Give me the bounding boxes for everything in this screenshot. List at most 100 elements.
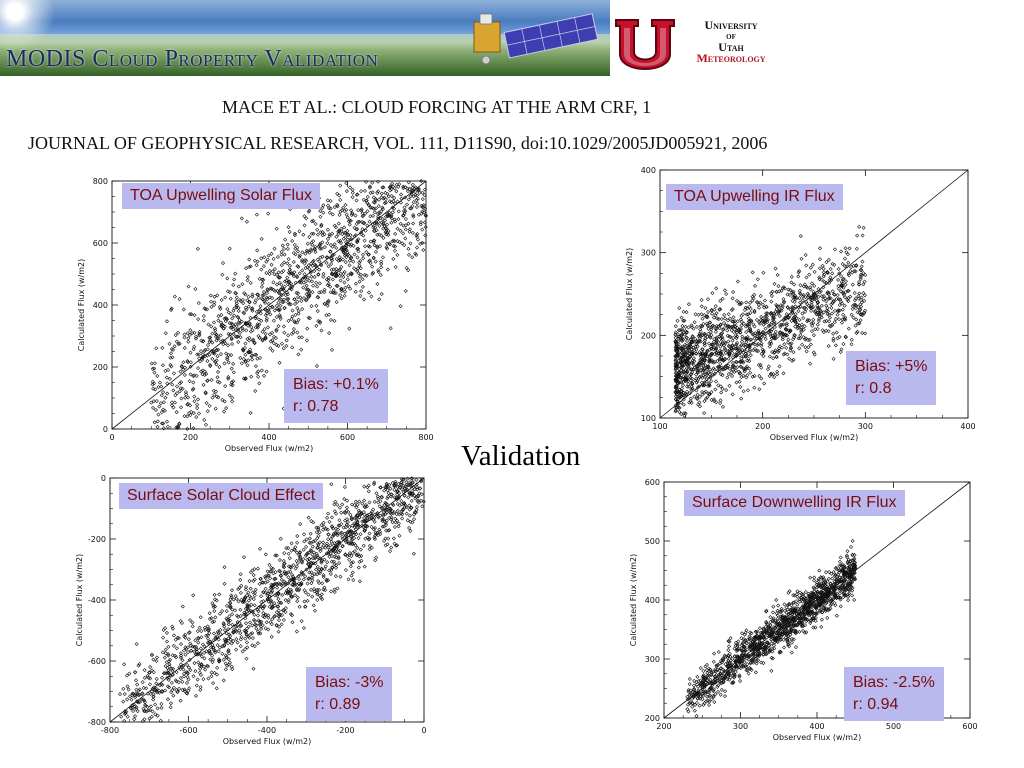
scatter-point — [842, 256, 848, 261]
scatter-point — [177, 297, 182, 302]
scatter-point — [304, 248, 309, 253]
scatter-point — [826, 257, 831, 262]
scatter-point — [307, 540, 312, 545]
scatter-point — [217, 380, 222, 385]
scatter-point — [393, 479, 398, 484]
scatter-point — [709, 390, 714, 395]
scatter-point — [213, 406, 218, 411]
scatter-point — [151, 697, 156, 702]
scatter-point — [378, 273, 383, 278]
scatter-point — [261, 264, 266, 269]
scatter-point — [739, 339, 744, 344]
scatter-point — [827, 570, 832, 575]
scatter-point — [749, 667, 754, 672]
scatter-point — [212, 302, 217, 307]
scatter-point — [781, 371, 786, 376]
scatter-point — [181, 360, 186, 365]
scatter-point — [734, 330, 739, 335]
scatter-point — [760, 302, 765, 307]
scatter-point — [387, 549, 393, 554]
scatter-point — [763, 314, 768, 319]
scatter-point — [227, 618, 232, 623]
scatter-point — [165, 697, 170, 702]
scatter-point — [679, 368, 684, 373]
scatter-point — [367, 258, 372, 263]
scatter-point — [327, 519, 332, 524]
scatter-point — [125, 714, 130, 719]
scatter-point — [220, 397, 225, 402]
scatter-point — [174, 391, 179, 396]
scatter-point — [279, 622, 284, 627]
scatter-point — [150, 382, 155, 387]
scatter-point — [256, 317, 261, 322]
scatter-point — [329, 539, 334, 544]
scatter-point — [838, 289, 844, 294]
scatter-point — [244, 621, 249, 626]
scatter-point — [824, 303, 829, 308]
scatter-point — [378, 485, 383, 490]
scatter-point — [182, 332, 187, 337]
scatter-point — [242, 599, 247, 604]
scatter-point — [307, 293, 312, 298]
scatter-point — [306, 315, 311, 320]
scatter-point — [188, 328, 193, 333]
scatter-point — [695, 339, 701, 344]
scatter-point — [705, 349, 710, 354]
scatter-point — [352, 252, 357, 257]
scatter-point — [322, 566, 327, 572]
scatter-point — [270, 338, 275, 343]
scatter-point — [384, 485, 389, 490]
scatter-point — [126, 687, 131, 692]
scatter-point — [780, 335, 785, 340]
scatter-point — [170, 624, 175, 629]
scatter-point — [261, 277, 266, 282]
scatter-point — [270, 589, 275, 594]
scatter-point — [307, 570, 312, 575]
scatter-point — [341, 525, 346, 530]
scatter-point — [286, 300, 291, 305]
scatter-point — [191, 347, 196, 352]
scatter-point — [764, 317, 769, 323]
scatter-point — [787, 644, 792, 649]
scatter-point — [416, 188, 421, 193]
scatter-point — [858, 276, 863, 281]
scatter-point — [163, 647, 168, 652]
scatter-point — [248, 620, 253, 625]
scatter-point — [250, 308, 255, 313]
x-tick-label: 0 — [109, 433, 114, 442]
scatter-point — [199, 662, 204, 667]
scatter-point — [306, 515, 311, 520]
scatter-point — [297, 577, 302, 582]
scatter-point — [830, 311, 835, 316]
scatter-point — [773, 333, 778, 338]
scatter-point — [251, 578, 256, 583]
scatter-point — [169, 400, 174, 405]
scatter-point — [257, 581, 262, 586]
scatter-point — [852, 302, 857, 307]
scatter-point — [233, 290, 238, 295]
scatter-point — [299, 619, 304, 624]
scatter-point — [335, 204, 340, 209]
scatter-point — [751, 322, 756, 327]
scatter-point — [263, 626, 268, 631]
scatter-point — [229, 336, 234, 341]
scatter-point — [392, 487, 397, 492]
scatter-point — [343, 518, 348, 523]
scatter-point — [209, 304, 214, 309]
scatter-point — [711, 659, 716, 664]
scatter-point — [323, 545, 328, 550]
scatter-point — [266, 211, 271, 216]
scatter-point — [818, 289, 823, 294]
scatter-point — [735, 365, 740, 370]
scatter-point — [349, 208, 354, 213]
scatter-point — [685, 377, 690, 382]
scatter-point — [377, 223, 382, 228]
scatter-point — [777, 289, 782, 294]
scatter-point — [234, 647, 239, 652]
scatter-point — [179, 396, 184, 401]
scatter-point — [366, 483, 371, 488]
scatter-point — [374, 555, 379, 560]
scatter-point — [160, 675, 165, 680]
scatter-point — [179, 653, 184, 658]
scatter-point — [350, 187, 355, 192]
